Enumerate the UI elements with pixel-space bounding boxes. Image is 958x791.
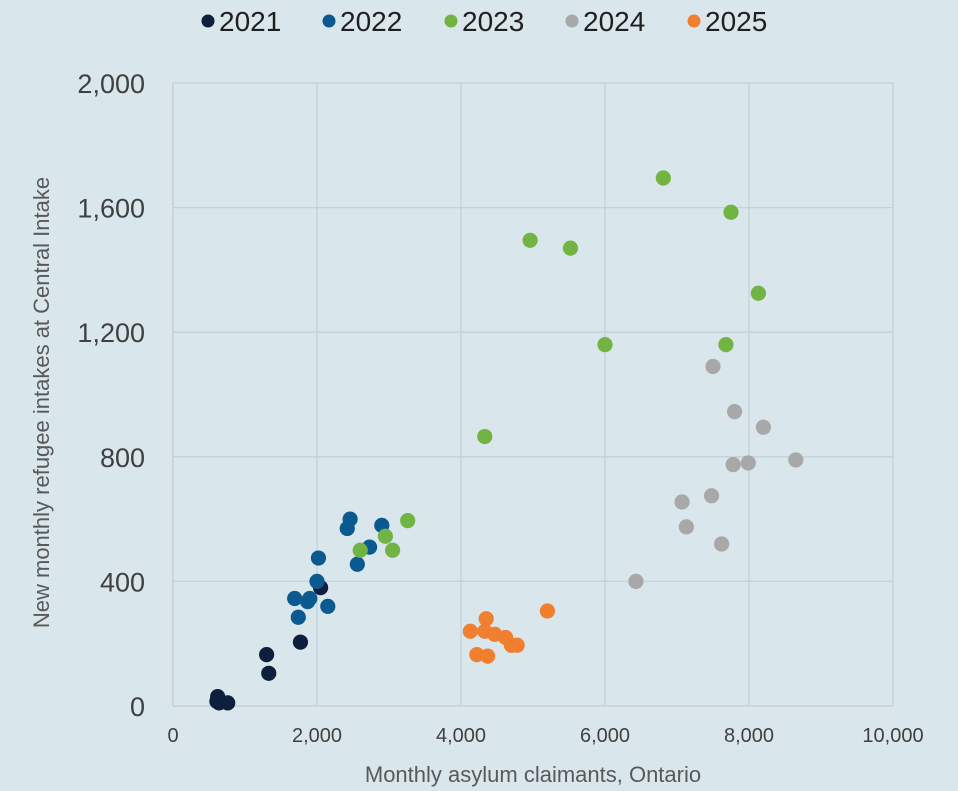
data-point-2021 (259, 647, 275, 663)
data-point-2023 (597, 337, 613, 353)
data-point-2024 (725, 456, 741, 473)
y-tick-label: 1,200 (77, 318, 145, 348)
data-point-2022 (302, 590, 318, 607)
x-tick-label: 10,000 (862, 725, 923, 747)
x-tick-label: 8,000 (724, 725, 774, 747)
y-tick-label: 2,000 (77, 69, 145, 99)
legend-label-2021: 2021 (219, 6, 281, 37)
data-point-2023 (562, 240, 579, 256)
legend-marker-2021 (201, 14, 215, 28)
legend-marker-2025 (687, 14, 701, 28)
x-tick-label: 6,000 (580, 725, 630, 747)
data-point-2023 (352, 542, 368, 558)
x-tick-label: 4,000 (436, 725, 486, 747)
y-tick-label: 0 (130, 692, 145, 722)
data-point-2021 (261, 665, 277, 681)
data-point-2022 (349, 556, 365, 572)
x-tick-label: 2,000 (292, 725, 342, 747)
data-point-2024 (788, 452, 804, 468)
data-point-2024 (628, 573, 644, 590)
legend-label-2025: 2025 (705, 6, 767, 37)
data-point-2023 (723, 204, 739, 220)
data-point-2025 (462, 623, 478, 639)
x-tick-label: 0 (167, 725, 178, 747)
legend-label-2022: 2022 (340, 6, 402, 37)
data-point-2022 (320, 598, 336, 614)
legend-marker-2022 (322, 14, 336, 28)
data-point-2023 (718, 337, 734, 353)
data-point-2024 (740, 455, 756, 471)
data-point-2022 (310, 550, 327, 566)
data-point-2024 (727, 404, 743, 420)
data-point-2022 (287, 590, 303, 607)
data-point-2025 (539, 603, 556, 619)
data-point-2024 (755, 419, 772, 435)
legend-marker-2024 (565, 14, 579, 28)
y-axis-title: New monthly refugee intakes at Central I… (29, 177, 54, 628)
data-point-2023 (522, 232, 538, 248)
y-tick-label: 800 (100, 443, 145, 473)
data-point-2022 (342, 511, 358, 527)
data-point-2023 (477, 428, 493, 445)
data-point-2023 (377, 528, 393, 544)
y-tick-label: 400 (100, 567, 145, 597)
y-tick-label: 1,600 (77, 194, 145, 224)
data-point-2024 (678, 519, 694, 535)
data-point-2024 (705, 358, 721, 375)
data-point-2021 (220, 695, 236, 711)
data-point-2024 (674, 494, 690, 510)
x-axis-title: Monthly asylum claimants, Ontario (365, 762, 701, 787)
data-point-2024 (703, 488, 720, 504)
data-point-2022 (290, 609, 306, 625)
data-point-2023 (750, 285, 766, 301)
data-point-2023 (385, 542, 401, 558)
data-point-2024 (714, 536, 730, 552)
data-point-2023 (655, 170, 671, 186)
legend-marker-2023 (444, 14, 458, 28)
data-point-2025 (478, 611, 494, 627)
data-point-2025 (509, 637, 525, 653)
data-point-2022 (309, 573, 325, 590)
data-point-2021 (292, 634, 309, 650)
legend-label-2024: 2024 (583, 6, 645, 37)
data-point-2025 (480, 648, 496, 664)
data-point-2023 (400, 513, 416, 529)
legend-label-2023: 2023 (462, 6, 524, 37)
